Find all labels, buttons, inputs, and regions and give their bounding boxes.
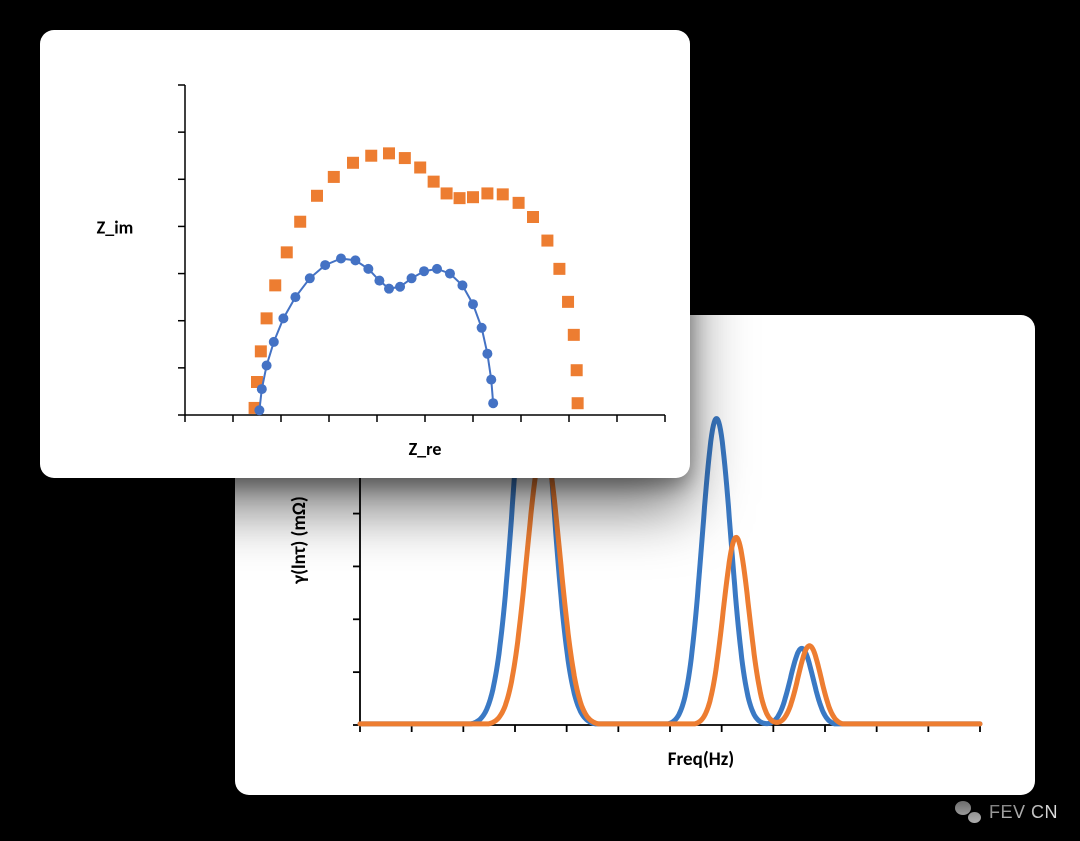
drt-ylabel: γ(lnτ) (mΩ) xyxy=(288,496,311,585)
nyquist-chart: Z_re Z_im xyxy=(40,30,690,478)
series-orange-squares xyxy=(249,147,584,414)
nyquist-ylabel: Z_im xyxy=(97,217,134,239)
series-orange-line xyxy=(360,445,980,724)
wechat-icon xyxy=(955,801,981,823)
series-blue-circles xyxy=(254,253,498,415)
watermark: FEV CN xyxy=(955,801,1058,823)
drt-xlabel: Freq(Hz) xyxy=(668,748,734,771)
nyquist-chart-card: Z_re Z_im xyxy=(40,30,690,478)
nyquist-xlabel: Z_re xyxy=(409,438,442,460)
watermark-text: FEV CN xyxy=(989,802,1058,823)
